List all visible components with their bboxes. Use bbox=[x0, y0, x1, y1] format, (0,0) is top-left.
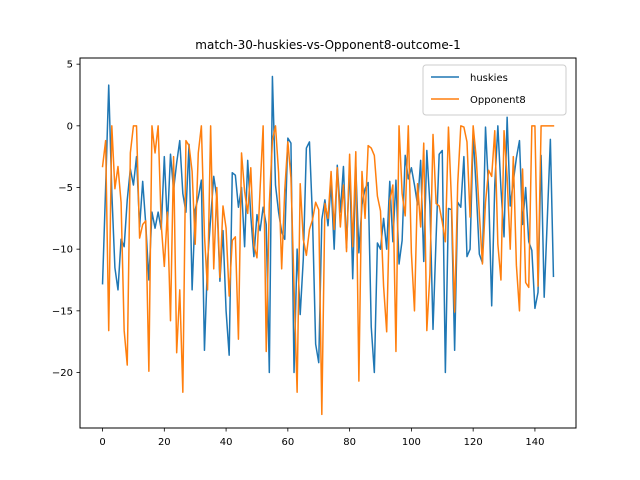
series-line-huskies bbox=[101, 75, 555, 374]
x-tick-label: 100 bbox=[402, 437, 421, 448]
y-tick-label: −10 bbox=[52, 245, 73, 256]
series-layer bbox=[101, 75, 555, 416]
legend: huskies Opponent8 bbox=[422, 64, 567, 116]
x-tick-label: 140 bbox=[525, 437, 544, 448]
y-tick-label: 0 bbox=[67, 121, 73, 132]
y-tick-label: −15 bbox=[52, 306, 73, 317]
x-tick-label: 120 bbox=[464, 437, 483, 448]
y-tick-label: 5 bbox=[67, 60, 73, 71]
legend-label-Opponent8: Opponent8 bbox=[470, 95, 526, 106]
legend-label-huskies: huskies bbox=[470, 73, 508, 84]
x-tick-label: 20 bbox=[158, 437, 171, 448]
x-axis: 0 20 40 60 80 100 120 140 bbox=[99, 428, 544, 448]
y-tick-label: −5 bbox=[58, 183, 73, 194]
x-tick-label: 80 bbox=[343, 437, 356, 448]
chart-title: match-30-huskies-vs-Opponent8-outcome-1 bbox=[195, 38, 460, 52]
plot-frame bbox=[79, 57, 577, 429]
x-tick-label: 60 bbox=[281, 437, 294, 448]
y-tick-label: −20 bbox=[52, 368, 73, 379]
x-tick-label: 40 bbox=[220, 437, 233, 448]
x-tick-label: 0 bbox=[99, 437, 105, 448]
y-axis: 5 0 −5 −10 −15 −20 bbox=[52, 60, 80, 379]
series-line-Opponent8 bbox=[101, 125, 555, 416]
